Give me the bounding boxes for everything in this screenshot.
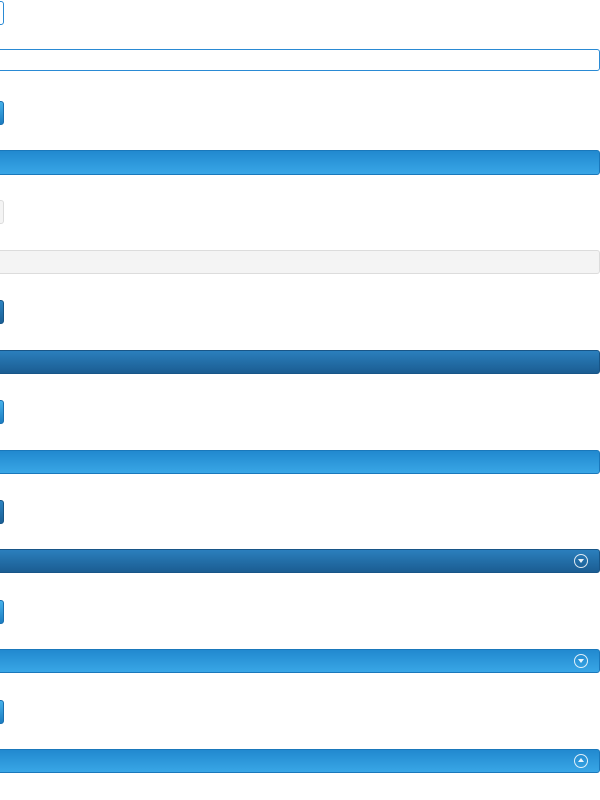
chevron-circle-down-icon[interactable] (574, 654, 588, 668)
chevron-circle-down-icon[interactable] (574, 554, 588, 568)
outline-button[interactable] (0, 1, 4, 25)
primary-button-3[interactable] (0, 600, 4, 624)
primary-block-button[interactable] (0, 150, 600, 175)
dark-block-button-collapsible[interactable] (0, 549, 600, 573)
primary-block-button-collapsible[interactable] (0, 649, 600, 673)
primary-block-button-expanded[interactable] (0, 749, 600, 773)
primary-button[interactable] (0, 101, 4, 125)
primary-block-button-2[interactable] (0, 450, 600, 474)
dark-button-2[interactable] (0, 500, 4, 524)
primary-button-4[interactable] (0, 700, 4, 724)
chevron-circle-up-icon[interactable] (574, 754, 588, 768)
default-button[interactable] (0, 200, 4, 224)
dark-button[interactable] (0, 300, 4, 324)
primary-button-2[interactable] (0, 400, 4, 424)
outline-block-button[interactable] (0, 49, 600, 71)
dark-block-button[interactable] (0, 350, 600, 374)
default-block-button[interactable] (0, 250, 600, 274)
